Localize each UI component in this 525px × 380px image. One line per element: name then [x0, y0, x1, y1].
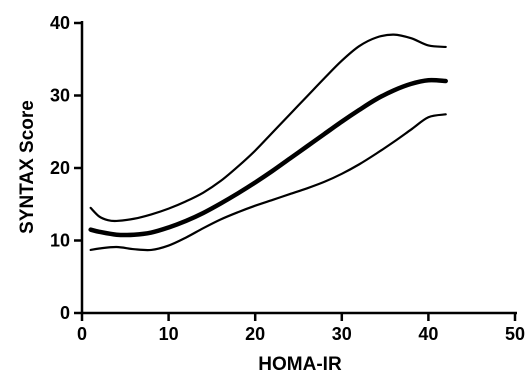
y-tick-label: 20 — [50, 158, 70, 178]
upper-confidence-line — [89, 33, 447, 223]
y-tick-label: 40 — [50, 13, 70, 33]
x-tick-label: 20 — [245, 324, 265, 344]
x-tick-label: 0 — [77, 324, 87, 344]
x-axis: 0 10 20 30 40 50 — [77, 311, 525, 344]
y-tick-label: 30 — [50, 86, 70, 106]
y-tick-label: 0 — [60, 303, 70, 323]
x-tick-label: 50 — [505, 324, 525, 344]
y-tick-label: 10 — [50, 231, 70, 251]
fit-line — [88, 77, 448, 238]
lower-confidence-line — [89, 113, 447, 252]
x-tick-label: 30 — [332, 324, 352, 344]
x-axis-title: HOMA-IR — [258, 354, 342, 375]
plot-lines — [88, 33, 448, 252]
y-axis-title: SYNTAX Score — [17, 100, 38, 234]
x-tick-label: 40 — [418, 324, 438, 344]
y-axis: 0 10 20 30 40 — [50, 13, 84, 323]
x-tick-label: 10 — [159, 324, 179, 344]
